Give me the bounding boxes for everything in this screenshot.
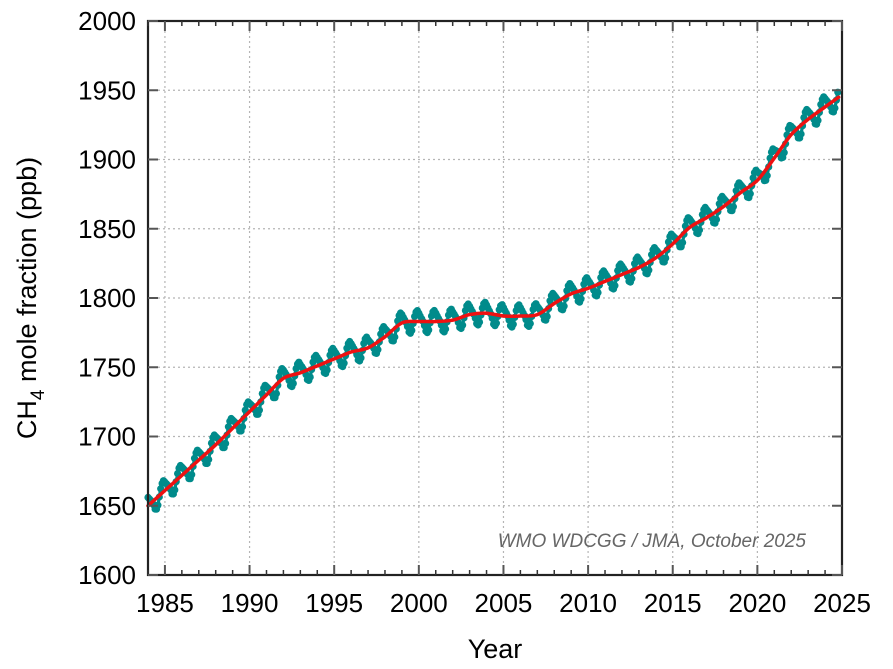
grid xyxy=(148,21,842,575)
monthly-mean-point xyxy=(746,190,754,198)
trend-series xyxy=(146,95,841,508)
monthly-mean-point xyxy=(594,289,602,297)
monthly-mean-point xyxy=(763,172,771,180)
trend-line xyxy=(146,95,841,508)
monthly-mean-point xyxy=(679,239,687,247)
y-axis-title-subscript: 4 xyxy=(28,389,49,400)
monthly-mean-point xyxy=(323,366,331,374)
monthly-mean-point xyxy=(509,320,517,328)
monthly-mean-point xyxy=(222,439,230,447)
x-tick-label: 2020 xyxy=(728,588,786,618)
monthly-mean-point xyxy=(712,215,721,224)
monthly-mean-point xyxy=(357,354,365,362)
monthly-mean-point xyxy=(729,203,738,211)
monthly-mean-point xyxy=(408,326,416,334)
monthly-mean-point xyxy=(306,373,314,381)
monthly-mean-point xyxy=(797,130,805,138)
monthly-mean-point xyxy=(475,318,484,326)
monthly-mean-series xyxy=(144,88,842,513)
monthly-mean-point xyxy=(814,116,822,124)
y-tick-label: 1950 xyxy=(78,75,136,105)
monthly-mean-point xyxy=(272,390,280,398)
monthly-mean-point xyxy=(560,302,568,310)
monthly-mean-point xyxy=(611,282,619,290)
source-annotation: WMO WDCGG / JMA, October 2025 xyxy=(498,531,807,552)
monthly-mean-point xyxy=(662,254,670,262)
monthly-mean-point xyxy=(171,486,179,494)
monthly-mean-point xyxy=(374,346,382,354)
x-tick-label: 2025 xyxy=(813,588,871,618)
monthly-mean-point xyxy=(492,319,500,327)
series xyxy=(144,88,842,513)
monthly-mean-point xyxy=(628,275,636,283)
x-tick-label: 2005 xyxy=(475,588,533,618)
x-tick-label: 1995 xyxy=(305,588,363,618)
monthly-mean-line xyxy=(146,91,840,511)
x-axis-title: Year xyxy=(468,634,523,664)
y-tick-label: 1650 xyxy=(78,491,136,521)
monthly-mean-point xyxy=(695,226,704,234)
monthly-mean-point xyxy=(488,314,496,322)
axis-ticks xyxy=(147,20,843,576)
x-tick-label: 2015 xyxy=(644,588,702,618)
x-tick-labels: 1985 1990 1995 2000 2005 2010 2015 2020 2025 xyxy=(136,588,871,618)
y-tick-label: 1750 xyxy=(78,352,136,382)
monthly-mean-point xyxy=(188,471,196,479)
x-tick-label: 1985 xyxy=(136,588,194,618)
x-tick-label: 2010 xyxy=(559,588,617,618)
monthly-mean-point xyxy=(255,406,263,414)
y-tick-label: 2000 xyxy=(78,6,136,36)
monthly-mean-point xyxy=(780,149,788,157)
y-axis-title: CH4 mole fraction (ppb) xyxy=(12,157,49,439)
x-tick-label: 1990 xyxy=(221,588,279,618)
monthly-mean-point xyxy=(645,266,653,274)
x-tick-label: 2000 xyxy=(390,588,448,618)
monthly-mean-point xyxy=(340,359,348,367)
monthly-mean-point xyxy=(459,321,467,329)
y-axis-title-rest: mole fraction (ppb) xyxy=(12,157,42,390)
monthly-mean-point xyxy=(391,333,399,341)
y-tick-label: 1850 xyxy=(78,214,136,244)
monthly-mean-point xyxy=(289,379,297,387)
monthly-mean-point xyxy=(442,325,450,333)
monthly-mean-point xyxy=(205,455,213,464)
y-tick-label: 1900 xyxy=(78,145,136,175)
y-axis-title-main: CH xyxy=(12,400,42,439)
monthly-mean-point xyxy=(526,319,534,328)
y-tick-label: 1700 xyxy=(78,422,136,452)
monthly-mean-point xyxy=(831,104,839,112)
monthly-mean-point xyxy=(543,312,551,321)
y-tick-labels: 1600 1650 1700 1750 1800 1850 1900 1950 2000 xyxy=(78,6,136,590)
y-tick-label: 1600 xyxy=(78,560,136,590)
monthly-mean-point xyxy=(238,423,247,431)
monthly-mean-point xyxy=(425,326,433,334)
monthly-mean-point xyxy=(577,295,585,303)
y-tick-label: 1800 xyxy=(78,283,136,313)
